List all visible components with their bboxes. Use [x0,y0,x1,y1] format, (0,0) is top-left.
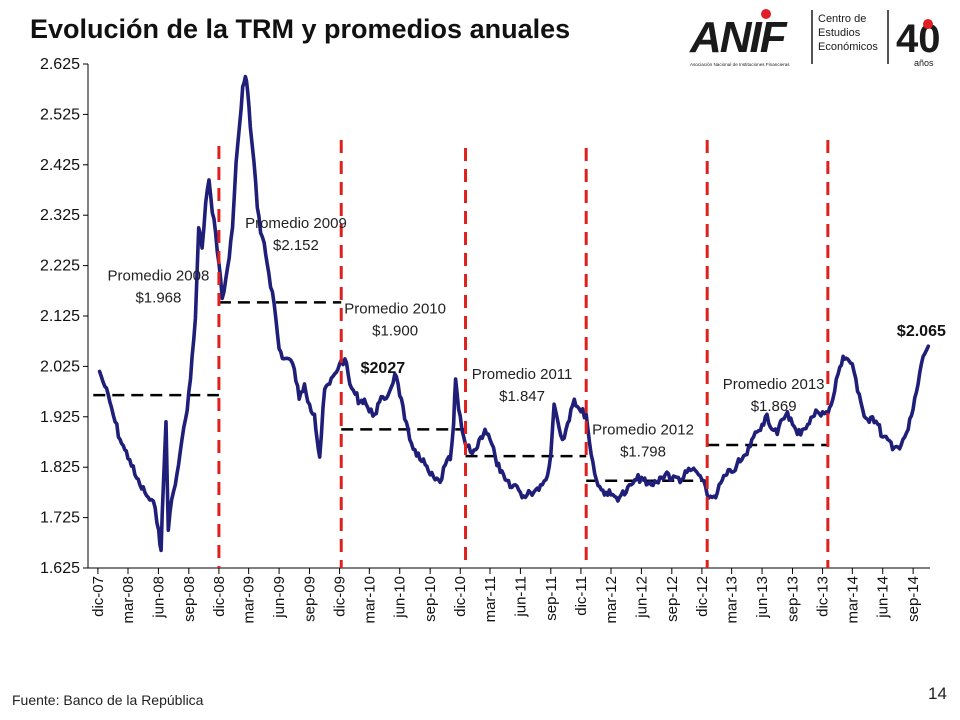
logo-line2: Estudios [818,27,861,39]
logo-subtitle: Asociación Nacional de Instituciones Fin… [690,62,790,67]
average-label-value: $1.847 [499,388,545,405]
logo-anniversary: 40 [896,17,941,61]
average-label-title: Promedio 2012 [592,421,694,438]
x-tick-label: jun-10 [392,576,409,619]
logo-brand: ANIF [689,13,788,62]
x-tick-label: sep-13 [784,576,801,622]
annual-average-lines [93,301,828,483]
average-label-value: $1.798 [620,443,666,460]
x-tick-label: sep-12 [664,576,681,622]
average-label-value: $2.152 [273,237,319,254]
y-tick-label: 1.725 [40,510,80,527]
x-tick-label: jun-13 [754,576,771,619]
x-tick-label: jun-11 [512,576,529,618]
y-tick-label: 2.525 [40,106,80,123]
axes: 1.625 1.725 1.825 1.925 2.025 2.125 2.225 2.325… [40,56,930,624]
x-tick-label: dic-12 [694,576,711,617]
page-number: 14 [928,684,947,703]
x-tick-label: mar-08 [120,576,137,624]
trm-series [97,74,931,553]
y-tick-label: 2.225 [40,258,80,275]
value-label: $2.065 [897,323,946,340]
x-tick-label: sep-09 [301,576,318,622]
x-tick-label: dic-11 [573,576,590,616]
x-tick-label: dic-09 [332,576,349,617]
x-tick-label: dic-08 [211,576,228,617]
year-divider-lines [217,140,830,568]
average-label-value: $1.900 [372,322,418,339]
source-note: Fuente: Banco de la República [12,692,204,708]
y-tick-label: 1.925 [40,409,80,426]
x-tick-label: mar-14 [844,576,861,624]
x-tick-label: mar-10 [361,576,378,624]
x-tick-label: jun-14 [875,576,892,619]
x-tick-label: mar-13 [724,576,741,624]
x-tick-label: sep-10 [422,576,439,622]
trm-line [97,74,931,553]
anif-wordmark: ANIF Asociación Nacional de Institucione… [689,9,790,67]
y-tick-label: 2.125 [40,308,80,325]
logo-anniversary-dot [923,19,933,29]
value-label: $2027 [361,360,406,377]
average-label-title: Promedio 2009 [245,215,347,232]
trm-line-chart: 1.625 1.725 1.825 1.925 2.025 2.125 2.225 2.325… [40,56,946,624]
y-tick-label: 2.425 [40,157,80,174]
y-tick-label: 2.625 [40,56,80,73]
x-tick-label: dic-10 [452,576,469,617]
average-label-value: $1.968 [135,290,181,307]
x-tick-label: sep-14 [905,576,922,622]
x-tick-label: dic-13 [815,576,832,617]
y-tick-label: 2.325 [40,207,80,224]
x-tick-label: mar-09 [241,576,258,624]
average-label-title: Promedio 2011 [472,366,573,383]
annotations: Promedio 2008 $1.968 Promedio 2009 $2.152 Pr… [108,215,946,461]
logo-line3: Económicos [818,41,878,53]
x-tick-label: dic-07 [90,576,107,617]
y-tick-label: 2.025 [40,358,80,375]
logo-line1: Centro de [818,13,866,25]
y-tick-label: 1.825 [40,459,80,476]
x-tick-label: mar-11 [482,576,499,622]
x-tick-label: jun-12 [633,576,650,619]
x-tick-label: sep-11 [543,576,560,621]
average-label-title: Promedio 2010 [344,300,446,317]
x-tick-label: mar-12 [603,576,620,624]
chart-title: Evolución de la TRM y promedios anuales [30,14,571,44]
logo-anniversary-sub: años [914,58,934,68]
average-label-value: $1.869 [751,398,797,415]
average-label-title: Promedio 2013 [723,376,825,393]
logo-dot [761,9,771,19]
x-tick-label: jun-09 [271,576,288,619]
anif-logo: ANIF Asociación Nacional de Institucione… [689,9,941,68]
average-label-title: Promedio 2008 [108,268,210,285]
x-tick-label: sep-08 [181,576,198,622]
y-tick-label: 1.625 [40,560,80,577]
x-tick-label: jun-08 [150,576,167,619]
